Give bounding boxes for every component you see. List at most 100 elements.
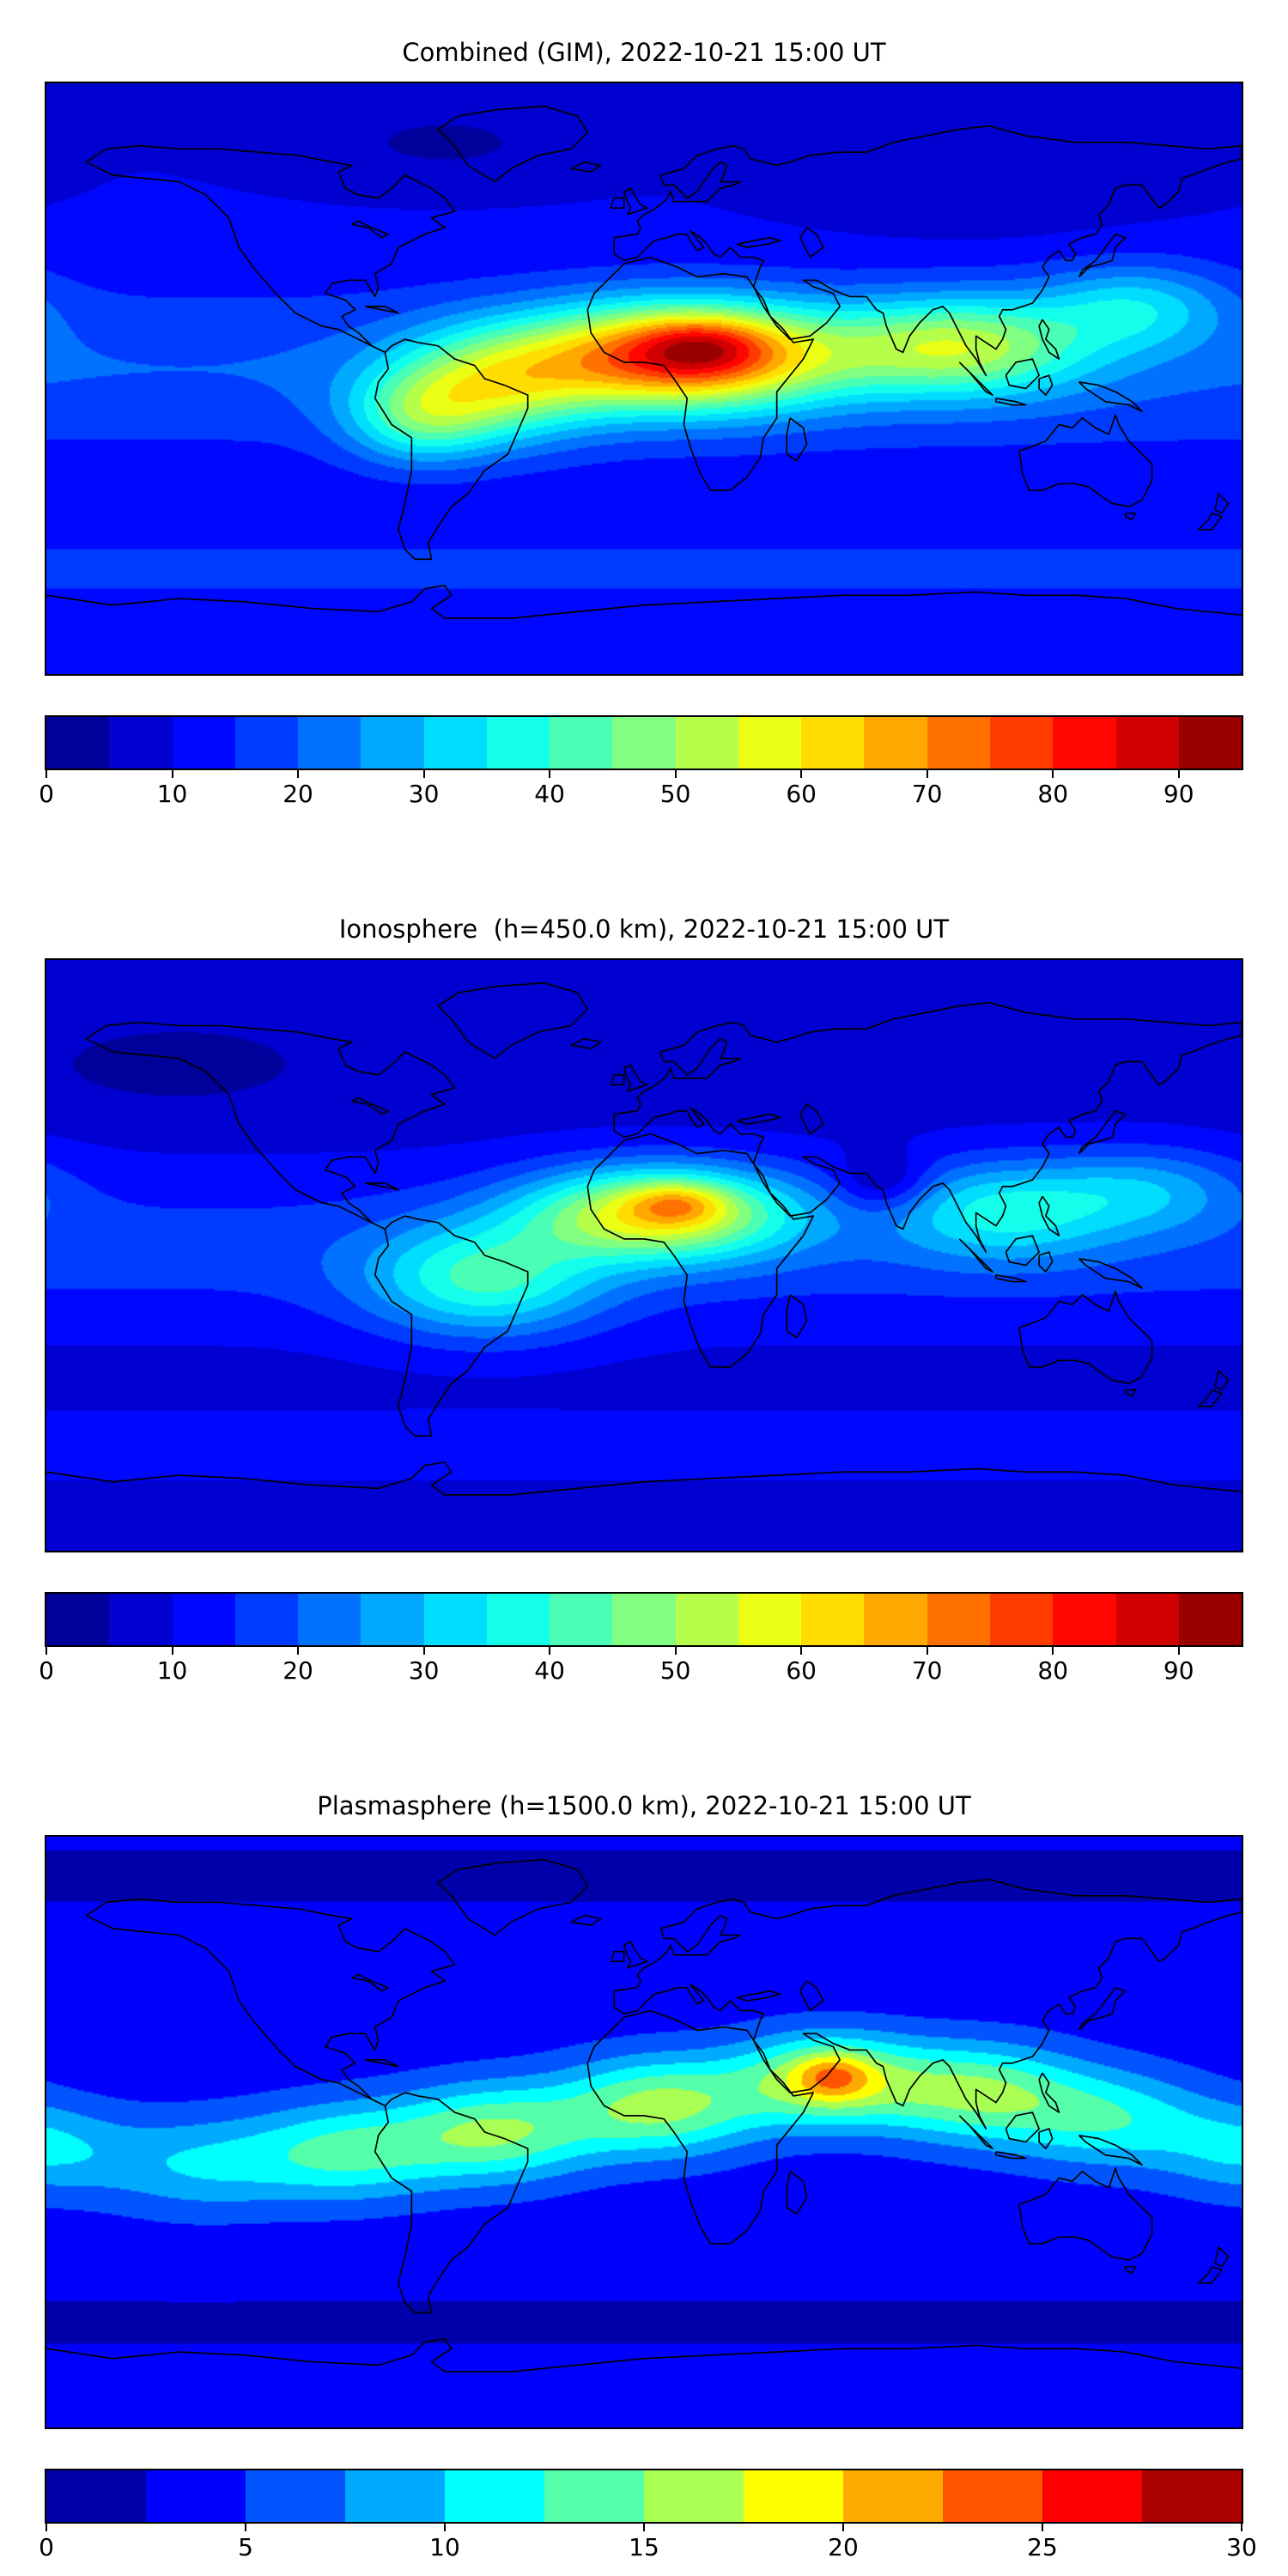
colorbar-segment: [445, 2470, 544, 2522]
colorbar-tick-mark: [171, 770, 173, 778]
colorbar-wrap-ionosphere: 0 10 20 30 40 50 60 70 80 90: [39, 1592, 1243, 1690]
colorbar-segment: [423, 717, 487, 769]
colorbar-segment: [172, 1594, 235, 1645]
colorbar-tick-label: 15: [629, 2533, 659, 2561]
colorbar-tick-label: 50: [659, 1656, 691, 1685]
colorbar-segment: [1115, 717, 1179, 769]
colorbar-tick-mark: [800, 770, 803, 778]
colorbar-segment: [612, 717, 676, 769]
colorbar-tick-label: 80: [1037, 1656, 1069, 1685]
colorbar-segment: [801, 717, 865, 769]
colorbar-tick-label: 90: [1163, 780, 1194, 808]
colorbar-tick-label: 90: [1163, 1656, 1194, 1685]
colorbar-tick-label: 10: [156, 1656, 188, 1685]
colorbar-segment: [927, 717, 990, 769]
colorbar-tick-label: 10: [156, 780, 188, 808]
colorbar-segment: [246, 2470, 345, 2522]
colorbar-segment: [234, 717, 299, 769]
colorbar-tick-mark: [422, 770, 425, 778]
colorbar-segment: [864, 1594, 927, 1645]
colorbar-tick-label: 25: [1027, 2533, 1058, 2561]
colorbar-tick-label: 0: [39, 2533, 54, 2561]
colorbar-tick-mark: [926, 770, 928, 778]
colorbar-segment: [46, 717, 110, 769]
colorbar-segment: [46, 1594, 110, 1645]
colorbar-segment: [801, 1594, 865, 1645]
colorbar-segment: [675, 717, 738, 769]
colorbar-segment: [486, 717, 550, 769]
colorbar-tick-mark: [643, 2524, 645, 2531]
coastlines-overlay: [46, 1837, 1242, 2427]
colorbar-tick-label: 70: [911, 780, 943, 808]
colorbar-tick-label: 30: [1226, 2533, 1257, 2561]
colorbar-tick-mark: [443, 2524, 446, 2531]
panel-combined: Combined (GIM), 2022-10-21 15:00 UT 0 10 2…: [39, 0, 1243, 813]
tec-field-canvas: [46, 960, 1242, 1551]
colorbar-segment: [544, 2470, 644, 2522]
colorbar-segment: [644, 2470, 744, 2522]
colorbar-tick-label: 60: [786, 780, 817, 808]
colorbar-segment: [1142, 2470, 1242, 2522]
colorbar-tick-label: 60: [786, 1656, 817, 1685]
colorbar-tick-mark: [297, 770, 300, 778]
colorbar-tick-mark: [297, 1647, 300, 1655]
colorbar-segment: [550, 1594, 613, 1645]
colorbar-segment: [298, 1594, 361, 1645]
coastlines-overlay: [46, 960, 1242, 1551]
colorbar-segment: [943, 2470, 1042, 2522]
colorbar-tick-mark: [46, 1647, 47, 1655]
panel-title-ionosphere: Ionosphere (h=450.0 km), 2022-10-21 15:0…: [338, 914, 950, 944]
colorbar-ticks-combined: 0 10 20 30 40 50 60 70 80 90: [39, 770, 1242, 813]
colorbar-tick-mark: [674, 1647, 677, 1655]
colorbar-combined: [45, 715, 1243, 770]
colorbar-segment: [46, 2470, 146, 2522]
colorbar-tick-label: 0: [39, 780, 54, 808]
colorbar-tick-mark: [46, 2524, 47, 2531]
colorbar-segment: [989, 1594, 1054, 1645]
colorbar-tick-label: 80: [1037, 780, 1069, 808]
colorbar-segment: [486, 1594, 550, 1645]
colorbar-segment: [1053, 1594, 1116, 1645]
colorbar-tick-label: 70: [911, 1656, 943, 1685]
colorbar-segment: [172, 717, 235, 769]
colorbar-tick-mark: [674, 770, 677, 778]
panel-plasmasphere: Plasmasphere (h=1500.0 km), 2022-10-21 1…: [39, 1690, 1257, 2567]
colorbar-segment: [989, 717, 1054, 769]
colorbar-tick-label: 5: [238, 2533, 253, 2561]
colorbar-plasmasphere: [45, 2469, 1243, 2524]
colorbar-tick-mark: [171, 1647, 173, 1655]
colorbar-tick-mark: [1052, 770, 1054, 778]
colorbar-tick-mark: [926, 1647, 928, 1655]
coastline-path: [46, 1860, 1242, 2372]
colorbar-tick-mark: [1241, 2524, 1242, 2531]
colorbar-tick-mark: [549, 770, 551, 778]
colorbar-tick-mark: [1177, 1647, 1180, 1655]
colorbar-segment: [1178, 1594, 1242, 1645]
colorbar-tick-mark: [549, 1647, 551, 1655]
map-plasmasphere: [45, 1835, 1243, 2429]
colorbar-wrap-combined: 0 10 20 30 40 50 60 70 80 90: [39, 715, 1243, 813]
colorbar-tick-mark: [46, 770, 47, 778]
coastlines-overlay: [46, 83, 1242, 674]
colorbar-tick-label: 40: [534, 1656, 565, 1685]
map-combined: [45, 82, 1243, 676]
colorbar-segment: [109, 717, 173, 769]
colorbar-segment: [109, 1594, 173, 1645]
colorbar-ionosphere: [45, 1592, 1243, 1647]
colorbar-segment: [927, 1594, 990, 1645]
colorbar-segment: [738, 717, 802, 769]
colorbar-segment: [345, 2470, 445, 2522]
panel-title-combined: Combined (GIM), 2022-10-21 15:00 UT: [402, 38, 886, 67]
colorbar-tick-label: 50: [659, 780, 691, 808]
colorbar-segment: [234, 1594, 299, 1645]
colorbar-tick-label: 20: [828, 2533, 859, 2561]
colorbar-tick-label: 20: [283, 1656, 313, 1685]
colorbar-segment: [1115, 1594, 1179, 1645]
colorbar-segment: [612, 1594, 676, 1645]
colorbar-tick-mark: [1042, 2524, 1043, 2531]
colorbar-segment: [361, 1594, 424, 1645]
colorbar-segment: [1178, 717, 1242, 769]
colorbar-segment: [146, 2470, 246, 2522]
colorbar-segment: [298, 717, 361, 769]
colorbar-segment: [550, 717, 613, 769]
